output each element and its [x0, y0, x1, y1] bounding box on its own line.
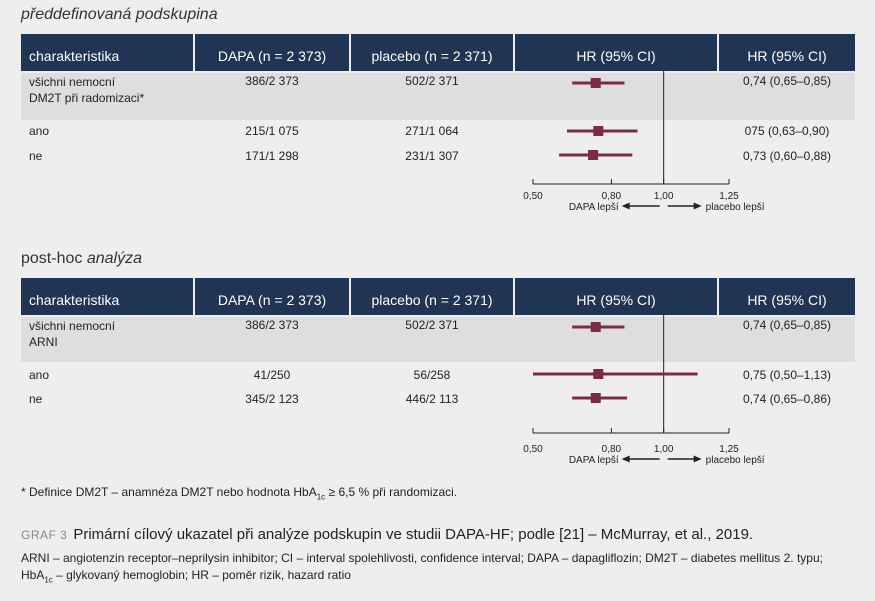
- row-hr-text: 0,73 (0,60–0,88): [742, 149, 832, 163]
- section-title-italic: analýza: [86, 250, 142, 267]
- table-row: ne 345/2 123 446/2 113 0,74 (0,65–0,86): [21, 390, 855, 414]
- left-arrow-head: [621, 202, 630, 210]
- abbreviations-line2-sub: 1c: [44, 575, 53, 585]
- x-tick-label: 1,25: [719, 444, 739, 455]
- right-arrow-head: [693, 455, 702, 463]
- right-direction-label: placebo lepší: [706, 455, 765, 466]
- row-placebo: 502/2 371: [405, 318, 459, 332]
- hr-marker: [590, 78, 601, 88]
- row-placebo: 446/2 113: [405, 392, 459, 406]
- row-hr-text: 0,74 (0,65–0,85): [742, 318, 832, 332]
- row-hr-text: 075 (0,63–0,90): [744, 124, 830, 138]
- section-title-italic: předdefinovaná podskupina: [21, 6, 218, 23]
- row-label: ano: [29, 368, 50, 382]
- row-sublabel: DM2T při radomizaci*: [29, 91, 145, 105]
- row-label: všichni nemocní: [29, 75, 116, 89]
- table-row: ne 171/1 298 231/1 307 0,73 (0,60–0,88): [21, 147, 855, 171]
- x-tick-label: 1,00: [654, 191, 674, 202]
- row-hr-text: 0,75 (0,50–1,13): [742, 368, 832, 382]
- section-title-plain: post-hoc: [21, 250, 87, 267]
- right-arrow-head: [693, 202, 702, 210]
- abbreviations-line2-suffix: – glykovaný hemoglobin; HR – poměr rizik…: [52, 568, 351, 582]
- hr-marker: [593, 369, 604, 379]
- row-dapa: 386/2 373: [245, 74, 299, 88]
- row-label: ano: [29, 124, 50, 138]
- x-tick-label: 1,00: [654, 444, 674, 455]
- hr-marker: [588, 150, 599, 160]
- forest-plot-posthoc: 0,50 0,80 1,00 1,25 DAPA lepší placebo lepší: [523, 315, 765, 466]
- col-header-hr-plot: HR (95% CI): [576, 48, 656, 64]
- row-placebo: 56/258: [413, 368, 451, 382]
- subgroup-table-posthoc: charakteristika DAPA (n = 2 373) placebo…: [21, 278, 855, 468]
- row-placebo: 231/1 307: [405, 149, 459, 163]
- figure-caption: GRAF 3 Primární cílový ukazatel při analý…: [21, 526, 753, 543]
- right-direction-label: placebo lepší: [706, 202, 765, 213]
- col-header-characteristic: charakteristika: [29, 292, 120, 308]
- row-dapa: 41/250: [253, 368, 291, 382]
- x-tick-label: 0,80: [602, 444, 622, 455]
- row-label: všichni nemocní: [29, 319, 116, 333]
- col-header-hr-plot: HR (95% CI): [576, 292, 656, 308]
- col-header-dapa: DAPA (n = 2 373): [217, 292, 327, 308]
- row-dapa: 171/1 298: [245, 149, 299, 163]
- caption-text: Primární cílový ukazatel při analýze pod…: [73, 526, 754, 543]
- row-dapa: 386/2 373: [245, 318, 299, 332]
- col-header-hr-text: HR (95% CI): [747, 292, 827, 308]
- abbreviations-line1: ARNI – angiotenzin receptor–neprilysin i…: [21, 551, 823, 565]
- section-title-predefined: předdefinovaná podskupina: [21, 6, 218, 24]
- row-label: ne: [29, 149, 43, 163]
- table-row: ano 41/250 56/258 0,75 (0,50–1,13): [21, 366, 855, 390]
- hr-marker: [590, 322, 601, 332]
- row-placebo: 502/2 371: [405, 74, 459, 88]
- table-row: všichni nemocní ARNI 386/2 373 502/2 371…: [21, 317, 855, 362]
- row-dapa: 215/1 075: [245, 124, 299, 138]
- abbreviations: ARNI – angiotenzin receptor–neprilysin i…: [21, 550, 861, 588]
- col-header-placebo: placebo (n = 2 371): [371, 292, 493, 308]
- row-dapa: 345/2 123: [245, 392, 299, 406]
- table-header: charakteristika DAPA (n = 2 373) placebo…: [21, 278, 855, 315]
- footnote-sub: 1c: [316, 492, 326, 502]
- row-sublabel: ARNI: [29, 335, 58, 349]
- abbreviations-line2-prefix: HbA: [21, 568, 45, 582]
- subgroup-table-predefined: charakteristika DAPA (n = 2 373) placebo…: [21, 34, 855, 219]
- left-direction-label: DAPA lepší: [569, 455, 619, 466]
- x-tick-label: 0,80: [602, 191, 622, 202]
- col-header-placebo: placebo (n = 2 371): [371, 48, 493, 64]
- section-title-posthoc: post-hoc analýza: [21, 250, 142, 268]
- hr-marker: [593, 126, 604, 136]
- table-row: ano 215/1 075 271/1 064 075 (0,63–0,90): [21, 122, 855, 146]
- x-tick-label: 0,50: [523, 444, 543, 455]
- table-header: charakteristika DAPA (n = 2 373) placebo…: [21, 34, 855, 71]
- col-header-characteristic: charakteristika: [29, 48, 120, 64]
- col-header-hr-text: HR (95% CI): [747, 48, 827, 64]
- x-tick-label: 0,50: [523, 191, 543, 202]
- forest-plot-predefined: 0,50 0,80 1,00 1,25 DAPA lepší placebo lepší: [523, 71, 765, 213]
- x-tick-label: 1,25: [719, 191, 739, 202]
- row-placebo: 271/1 064: [405, 124, 459, 138]
- row-hr-text: 0,74 (0,65–0,86): [742, 392, 832, 406]
- row-hr-text: 0,74 (0,65–0,85): [742, 74, 832, 88]
- footnote-prefix: * Definice DM2T – anamnéza DM2T nebo hod…: [21, 485, 317, 499]
- footnote: * Definice DM2T – anamnéza DM2T nebo hod…: [21, 485, 457, 501]
- left-direction-label: DAPA lepší: [569, 202, 619, 213]
- col-header-dapa: DAPA (n = 2 373): [217, 48, 327, 64]
- left-arrow-head: [621, 455, 630, 463]
- row-label: ne: [29, 392, 43, 406]
- caption-label: GRAF 3: [21, 528, 68, 542]
- footnote-suffix: ≥ 6,5 % při randomizaci.: [325, 485, 458, 499]
- table-row: všichni nemocní DM2T při radomizaci* 386…: [21, 73, 855, 120]
- hr-marker: [590, 393, 601, 403]
